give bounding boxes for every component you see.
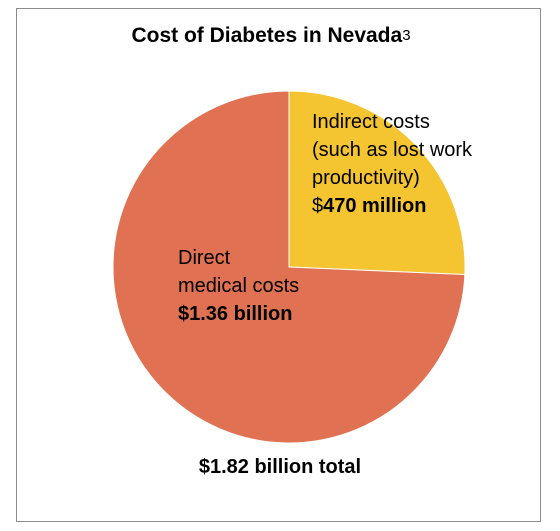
indirect-label-line3: productivity)	[312, 167, 420, 189]
direct-costs-label: Direct medical costs $1.36 billion	[178, 244, 299, 328]
indirect-costs-label: Indirect costs (such as lost work produc…	[312, 108, 472, 220]
direct-amount: $1.36 billion	[178, 303, 293, 325]
indirect-amount-prefix: $	[312, 195, 324, 217]
chart-title-text: Cost of Diabetes in Nevada	[131, 24, 403, 47]
direct-label-line2: medical costs	[178, 275, 300, 297]
pie-slice-indirect-costs	[288, 90, 466, 276]
direct-label-line1: Direct	[178, 247, 231, 269]
indirect-amount-value: 470 million	[323, 195, 427, 217]
chart-title-footnote: 3	[402, 27, 411, 44]
indirect-label-line1: Indirect costs	[312, 111, 430, 133]
total-label: $1.82 billion total	[198, 456, 362, 478]
chart-title: Cost of Diabetes in Nevada3	[0, 24, 542, 48]
indirect-amount: $470 million	[312, 192, 472, 220]
pie-slice-direct-medical-costs	[112, 90, 466, 444]
indirect-label-line2: (such as lost work	[312, 139, 473, 161]
